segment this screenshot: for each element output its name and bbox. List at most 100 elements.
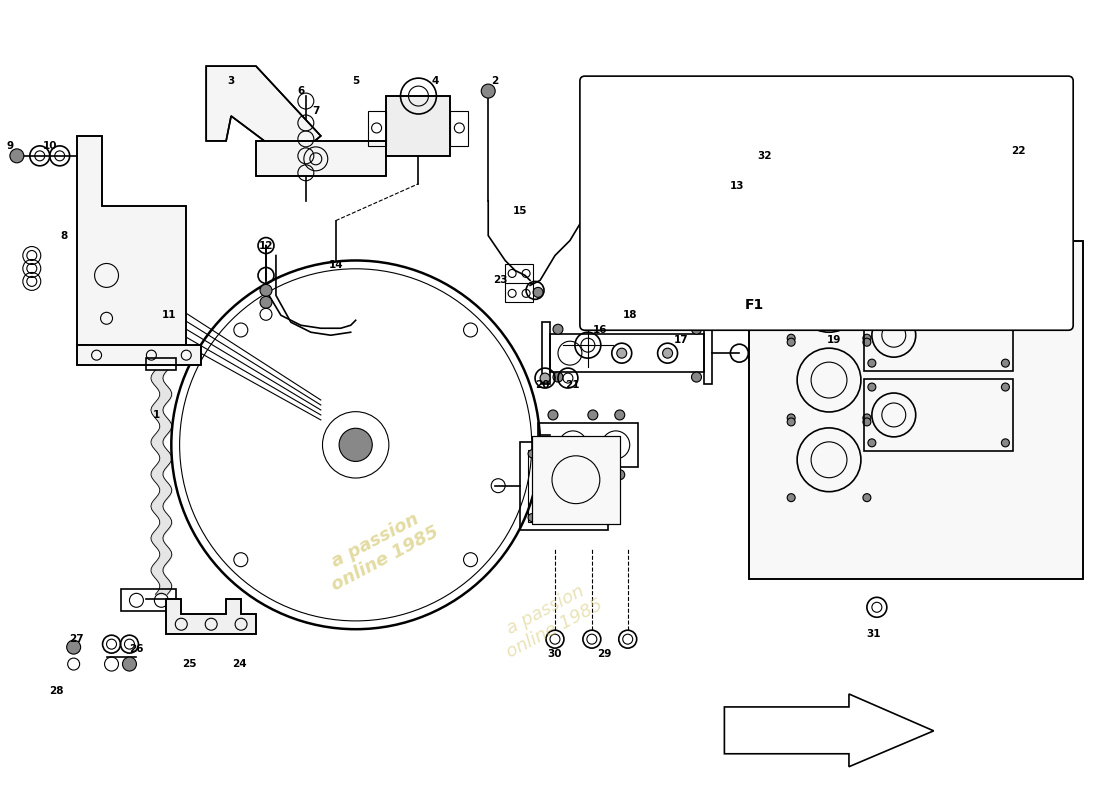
Text: 25: 25 — [182, 659, 197, 669]
Circle shape — [1040, 126, 1052, 138]
Circle shape — [615, 470, 625, 480]
Text: 5: 5 — [352, 76, 360, 86]
Bar — [505, 265, 534, 302]
Polygon shape — [386, 96, 450, 156]
Circle shape — [1001, 303, 1010, 311]
Text: 31: 31 — [867, 629, 881, 639]
Text: 27: 27 — [69, 634, 84, 644]
Bar — [550, 334, 704, 372]
Text: 19: 19 — [827, 335, 842, 346]
Circle shape — [617, 348, 627, 358]
Circle shape — [540, 373, 550, 383]
Bar — [864, 379, 1013, 451]
Circle shape — [339, 428, 372, 462]
Circle shape — [10, 149, 24, 163]
Text: 24: 24 — [232, 659, 246, 669]
Polygon shape — [256, 141, 386, 176]
Circle shape — [788, 334, 795, 342]
Bar — [538, 423, 638, 466]
Circle shape — [260, 296, 272, 308]
Circle shape — [788, 258, 795, 266]
Circle shape — [587, 410, 597, 420]
Text: 30: 30 — [548, 649, 562, 659]
Bar — [532, 436, 619, 523]
Text: 13: 13 — [730, 181, 745, 190]
Polygon shape — [77, 345, 201, 365]
Text: F1: F1 — [745, 298, 763, 312]
Circle shape — [534, 287, 543, 298]
Polygon shape — [749, 221, 1084, 579]
Circle shape — [587, 470, 597, 480]
Text: 2: 2 — [492, 76, 498, 86]
Circle shape — [862, 334, 871, 342]
Text: 21: 21 — [564, 380, 580, 390]
Bar — [520, 442, 608, 530]
Circle shape — [122, 657, 136, 671]
Circle shape — [862, 338, 871, 346]
Circle shape — [788, 494, 795, 502]
Text: 32: 32 — [757, 151, 771, 161]
Circle shape — [481, 84, 495, 98]
Circle shape — [1001, 439, 1010, 447]
Bar — [146, 358, 176, 370]
Circle shape — [868, 359, 876, 367]
Text: 18: 18 — [623, 310, 637, 320]
Text: 26: 26 — [129, 644, 144, 654]
Bar — [864, 299, 1013, 371]
FancyBboxPatch shape — [580, 76, 1074, 330]
Circle shape — [548, 410, 558, 420]
Text: 12: 12 — [258, 241, 273, 250]
Circle shape — [592, 450, 600, 458]
Bar — [450, 111, 469, 146]
Circle shape — [260, 285, 272, 296]
Bar — [694, 216, 706, 244]
Circle shape — [692, 324, 702, 334]
Bar — [121, 590, 176, 611]
Text: 29: 29 — [597, 649, 612, 659]
Text: 22: 22 — [1011, 146, 1025, 156]
Circle shape — [553, 324, 563, 334]
Circle shape — [662, 348, 672, 358]
Text: 14: 14 — [329, 261, 343, 270]
Circle shape — [862, 414, 871, 422]
Bar — [542, 322, 550, 384]
Circle shape — [1040, 210, 1052, 222]
Bar — [704, 322, 713, 384]
Text: 7: 7 — [312, 106, 319, 116]
Circle shape — [592, 514, 600, 522]
Circle shape — [685, 86, 715, 116]
Circle shape — [788, 418, 795, 426]
Circle shape — [868, 303, 876, 311]
Circle shape — [868, 439, 876, 447]
Text: 10: 10 — [43, 141, 57, 151]
Polygon shape — [166, 599, 256, 634]
Bar — [528, 450, 600, 522]
Text: 23: 23 — [493, 275, 507, 286]
Circle shape — [1001, 359, 1010, 367]
Text: 20: 20 — [535, 380, 549, 390]
Circle shape — [862, 258, 871, 266]
Circle shape — [692, 372, 702, 382]
Circle shape — [862, 494, 871, 502]
Text: 8: 8 — [60, 230, 67, 241]
Circle shape — [67, 640, 80, 654]
Text: 28: 28 — [50, 686, 64, 696]
Bar — [532, 436, 619, 523]
Polygon shape — [206, 66, 321, 161]
Circle shape — [788, 414, 795, 422]
Circle shape — [528, 514, 536, 522]
Polygon shape — [77, 136, 186, 345]
Circle shape — [615, 410, 625, 420]
Circle shape — [553, 372, 563, 382]
Text: 4: 4 — [431, 76, 439, 86]
Circle shape — [548, 470, 558, 480]
Circle shape — [693, 196, 708, 212]
Text: 17: 17 — [674, 335, 689, 346]
Text: 15: 15 — [513, 206, 527, 216]
Bar — [367, 111, 386, 146]
Circle shape — [528, 450, 536, 458]
Text: 16: 16 — [593, 326, 607, 335]
Text: 11: 11 — [162, 310, 177, 320]
Circle shape — [921, 162, 945, 186]
Text: 1: 1 — [153, 410, 159, 420]
